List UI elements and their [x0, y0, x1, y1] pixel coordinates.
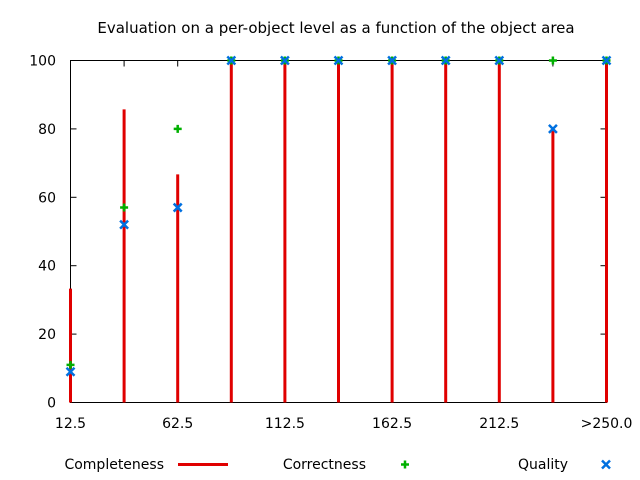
x-tick-label: 12.5 — [55, 416, 86, 432]
series-correctness — [66, 56, 611, 369]
series-quality — [65, 55, 612, 377]
correctness-point — [173, 124, 182, 133]
x-tick-label: 212.5 — [479, 416, 519, 432]
y-axis: 0 20 40 60 80 100 — [29, 54, 607, 412]
chart-title: Evaluation on a per-object level as a fu… — [97, 19, 574, 37]
series-completeness — [69, 60, 608, 403]
y-tick-label: 0 — [47, 396, 56, 412]
y-tick-label: 20 — [38, 327, 56, 343]
correctness-point — [548, 56, 557, 65]
quality-point — [387, 55, 397, 66]
y-tick-label: 80 — [38, 122, 56, 138]
legend-swatch-correctness — [401, 460, 409, 469]
x-axis: 12.5 62.5 112.5 162.5 212.5 >250.0 — [55, 60, 633, 432]
x-tick-label: >250.0 — [581, 416, 633, 432]
plot-area — [65, 55, 612, 403]
quality-point — [172, 202, 183, 213]
quality-point — [280, 55, 290, 66]
quality-point — [119, 219, 129, 230]
y-tick-label: 40 — [38, 259, 56, 275]
legend: Completeness Correctness Quality — [64, 457, 611, 473]
quality-point — [548, 124, 558, 134]
legend-label-quality: Quality — [518, 457, 568, 473]
legend-label-completeness: Completeness — [64, 457, 164, 473]
y-tick-label: 100 — [29, 54, 56, 70]
quality-point — [226, 55, 237, 66]
correctness-point — [66, 360, 75, 369]
legend-label-correctness: Correctness — [283, 457, 366, 473]
quality-point — [440, 55, 451, 66]
quality-point — [494, 55, 505, 66]
quality-point — [65, 366, 76, 377]
legend-swatch-quality — [601, 459, 611, 470]
x-tick-label: 162.5 — [372, 416, 412, 432]
quality-point — [601, 55, 612, 66]
x-tick-label: 112.5 — [265, 416, 305, 432]
quality-point — [333, 55, 344, 66]
x-tick-label: 62.5 — [162, 416, 193, 432]
y-tick-label: 60 — [38, 190, 56, 206]
correctness-point — [120, 203, 129, 212]
